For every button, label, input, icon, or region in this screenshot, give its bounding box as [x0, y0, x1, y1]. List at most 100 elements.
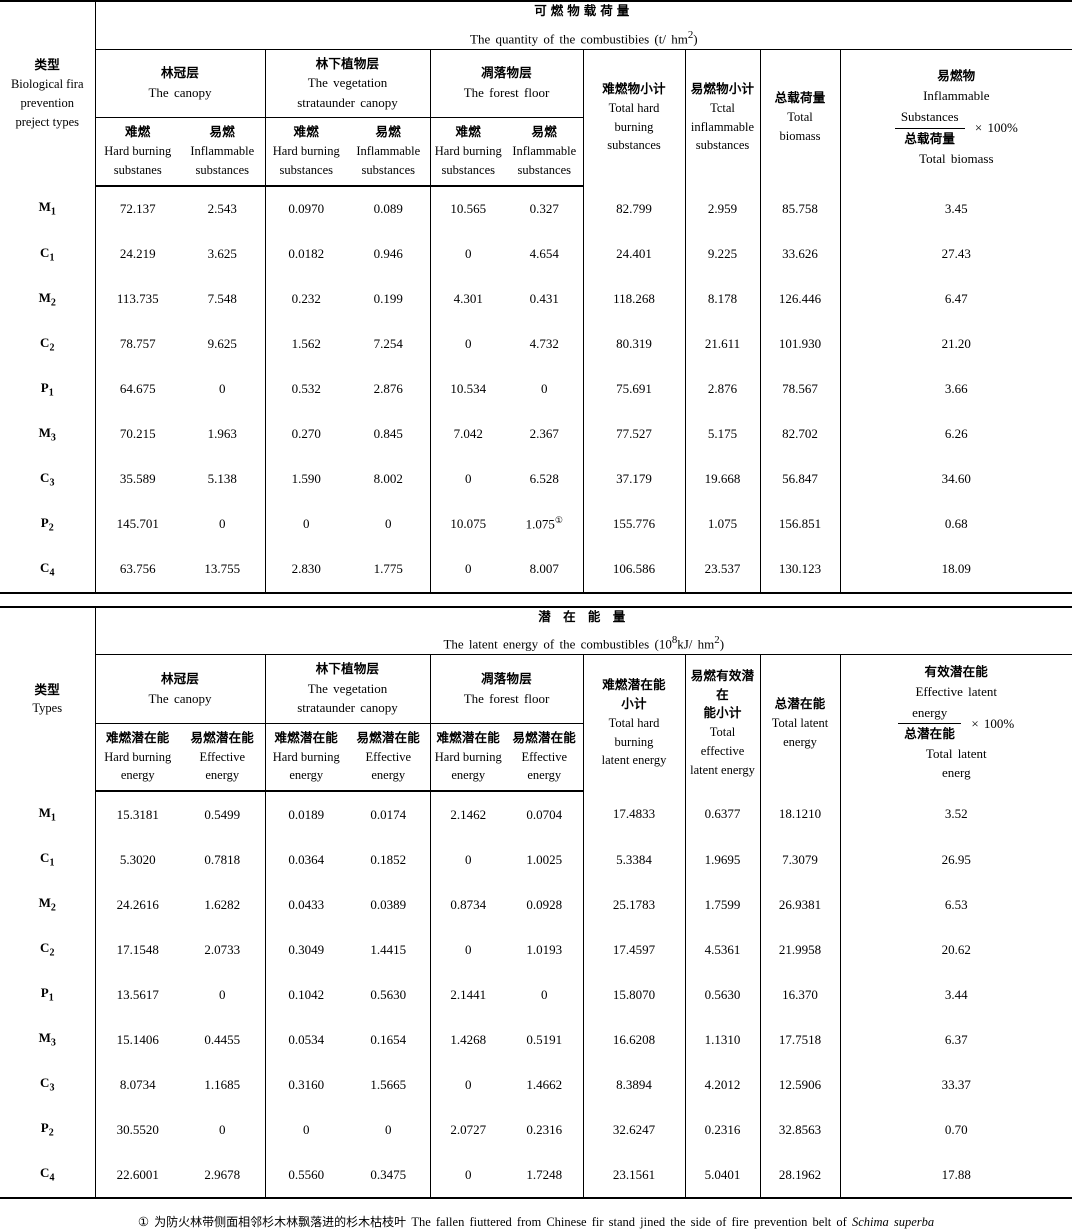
cell-value: 17.4833: [583, 791, 685, 837]
row-type-label: P2: [0, 1107, 95, 1152]
cell-value: 1.0193: [506, 927, 583, 972]
subhead-0-zh: 难燃: [98, 123, 179, 142]
cell-value: 78.567: [760, 367, 840, 412]
cell-value: 19.668: [685, 457, 760, 502]
cell-value: 34.60: [840, 457, 1072, 502]
row-type-label: C2: [0, 322, 95, 367]
cell-value: 9.225: [685, 232, 760, 277]
ratio-en-top: Inflammable: [843, 86, 1071, 106]
cell-value: 2.0727: [430, 1107, 506, 1152]
footnote-en: The fallen fiuttered from Chinese fir st…: [411, 1215, 847, 1229]
cell-value: 0.0534: [265, 1017, 347, 1062]
t2-group-vegetation-zh: 林下植物层: [268, 660, 428, 679]
cell-value: 15.8070: [583, 972, 685, 1017]
cell-value: 2.1441: [430, 972, 506, 1017]
cell-value: 23.1561: [583, 1152, 685, 1198]
cell-value: 2.543: [180, 186, 265, 232]
t2-group-vegetation-en1: The vegetation: [268, 679, 428, 699]
t2-subhead-floor-hard: 难燃潜在能 Hard burning energy: [430, 723, 506, 791]
summary-total-biomass-zh: 总载荷量: [763, 89, 838, 108]
t2-sum2-en2: energy: [763, 733, 838, 752]
t2-sum1-en2: latent energy: [688, 761, 758, 780]
cell-value: 0.5499: [180, 791, 265, 837]
cell-value: 32.6247: [583, 1107, 685, 1152]
t2-subhead-5-zh: 易燃潜在能: [508, 729, 581, 748]
cell-value: 2.876: [685, 367, 760, 412]
cell-value: 1.9695: [685, 837, 760, 882]
group-forest-floor: 凋落物层 The forest floor: [430, 49, 583, 118]
cell-value: 1.0025: [506, 837, 583, 882]
cell-value: 0.3160: [265, 1062, 347, 1107]
cell-value: 3.45: [840, 186, 1072, 232]
stub-label-en1: Biological fira: [2, 75, 93, 94]
t2-subhead-0-zh: 难燃潜在能: [98, 729, 179, 748]
cell-value: 0: [430, 322, 506, 367]
cell-value: 5.3384: [583, 837, 685, 882]
subhead-vegetation-inflammable: 易燃 Inflammable substances: [347, 118, 430, 186]
t2-subhead-5-en1: Effective: [508, 748, 581, 767]
cell-value: 1.590: [265, 457, 347, 502]
t2-subhead-5-en2: energy: [508, 766, 581, 785]
table1-title-zh: 可燃物载荷量: [96, 2, 1072, 21]
cell-value: 82.799: [583, 186, 685, 232]
cell-value: 6.37: [840, 1017, 1072, 1062]
cell-value: 16.6208: [583, 1017, 685, 1062]
t2-sum0-zh: 难燃潜在能: [586, 676, 683, 695]
summary-total-biomass-en1: Total: [763, 108, 838, 127]
subhead-5-en2: substances: [508, 161, 581, 180]
cell-value: 130.123: [760, 547, 840, 593]
cell-value: 0.7818: [180, 837, 265, 882]
cell-value: 63.756: [95, 547, 180, 593]
row-type-label: M3: [0, 1017, 95, 1062]
cell-value: 1.7599: [685, 882, 760, 927]
subhead-4-en2: substances: [433, 161, 505, 180]
t2-subhead-2-en1: Hard burning: [268, 748, 346, 767]
cell-value: 0.5560: [265, 1152, 347, 1198]
cell-value: 13.755: [180, 547, 265, 593]
cell-value: 1.075①: [506, 502, 583, 547]
t2-ratio-den-en2: energ: [843, 763, 1071, 783]
t2-group-floor-en1: The forest floor: [433, 689, 581, 709]
table2-title-en: The latent energy of the combustibles (1…: [96, 632, 1072, 654]
cell-value: 118.268: [583, 277, 685, 322]
cell-value: 7.042: [430, 412, 506, 457]
subhead-2-en2: substances: [268, 161, 346, 180]
row-type-label: M2: [0, 882, 95, 927]
t2-ratio-numerator: energy: [898, 703, 961, 725]
summary-total-inflammable-en1: Tctal: [688, 99, 758, 118]
cell-value: 22.6001: [95, 1152, 180, 1198]
cell-value: 0: [180, 1107, 265, 1152]
cell-value: 78.757: [95, 322, 180, 367]
cell-value: 7.254: [347, 322, 430, 367]
cell-value: 0.532: [265, 367, 347, 412]
table2-stub-header: 类型 Types: [0, 607, 95, 792]
subhead-2-en1: Hard burning: [268, 142, 346, 161]
cell-value: 3.625: [180, 232, 265, 277]
t2-sum0-en2: burning: [586, 733, 683, 752]
cell-value: 77.527: [583, 412, 685, 457]
cell-value: 156.851: [760, 502, 840, 547]
subhead-5-zh: 易燃: [508, 123, 581, 142]
t2-subhead-4-en1: Hard burning: [433, 748, 505, 767]
group-forest-floor-en1: The forest floor: [433, 83, 581, 103]
t2-sum0-en1: Total hard: [586, 714, 683, 733]
t2-sum2-en1: Total latent: [763, 714, 838, 733]
t2-subhead-2-en2: energy: [268, 766, 346, 785]
footnote-zh: 为防火林带侧面相邻杉木林飘落进的杉木枯枝叶: [154, 1215, 406, 1229]
cell-value: 6.47: [840, 277, 1072, 322]
t2-subhead-0-en1: Hard burning: [98, 748, 179, 767]
t2-summary-total-effective: 易燃有效潜在 能小计 Total effective latent energy: [685, 655, 760, 792]
cell-value: 26.9381: [760, 882, 840, 927]
ratio-denominator-zh: 总载荷量: [895, 129, 965, 149]
cell-value: 2.9678: [180, 1152, 265, 1198]
group-vegetation-en1: The vegetation: [268, 73, 428, 93]
cell-value: 1.5665: [347, 1062, 430, 1107]
cell-value: 3.44: [840, 972, 1072, 1017]
cell-value: 0.845: [347, 412, 430, 457]
